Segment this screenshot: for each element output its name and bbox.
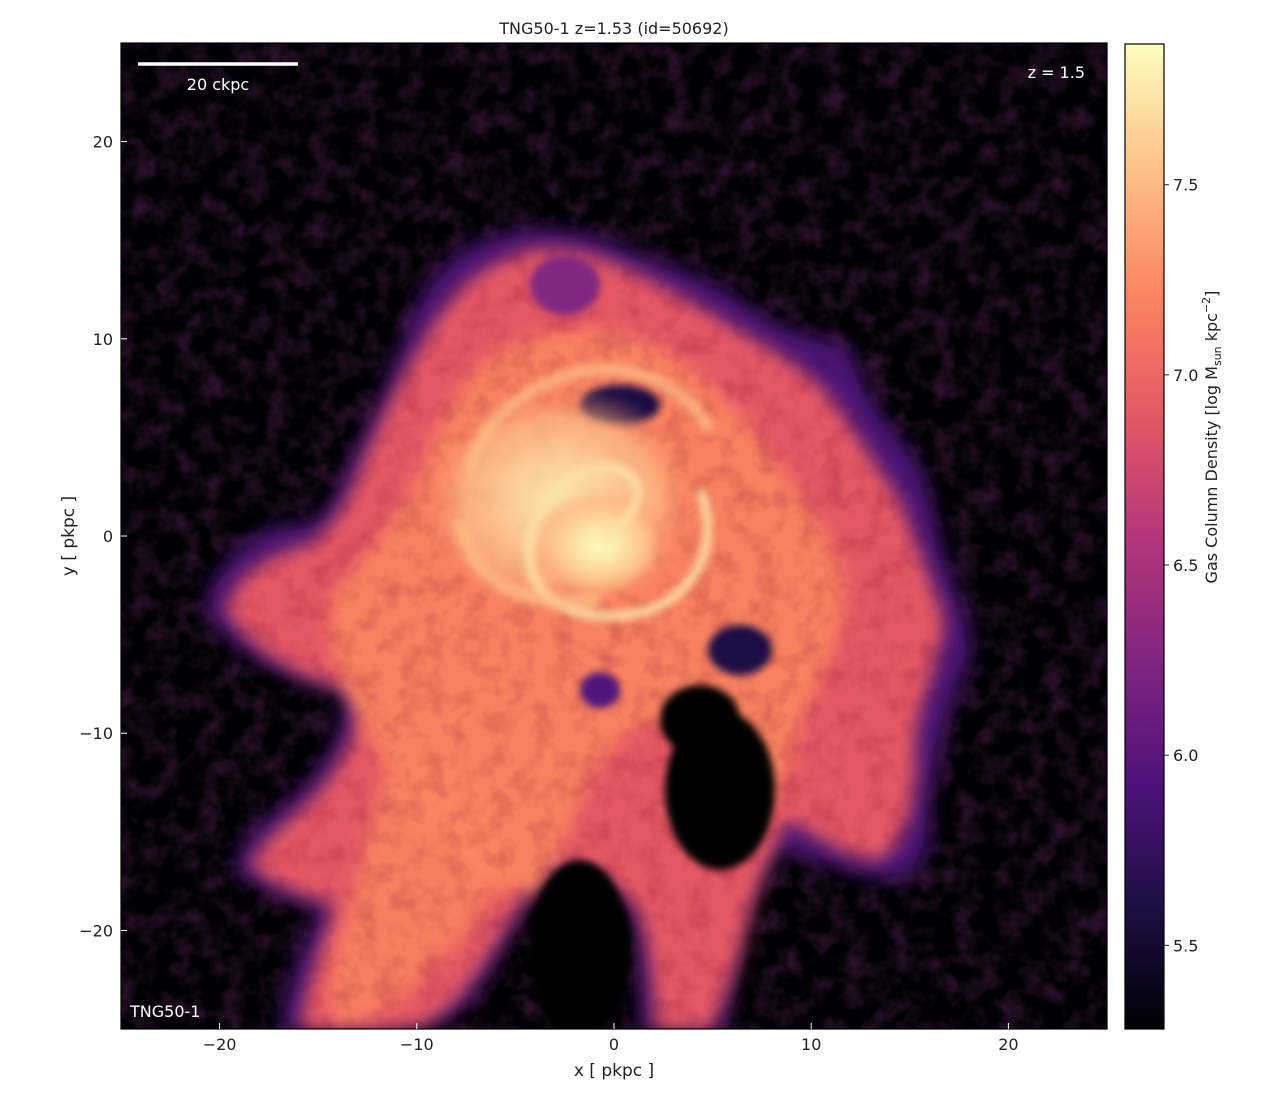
void-3 <box>708 625 772 675</box>
x-tick-label: 10 <box>801 1035 821 1054</box>
colorbar-tick-label: 7.5 <box>1173 176 1198 195</box>
x-tick-label: 0 <box>609 1035 619 1054</box>
colorbar-label-sup: −2 <box>1200 297 1213 313</box>
x-tick-label: 20 <box>998 1035 1018 1054</box>
colorbar-gradient <box>1124 43 1165 1030</box>
colorbar: 5.5 6.0 6.5 7.0 7.5 Gas Column Density [log … <box>1124 43 1224 1030</box>
x-axis-label: x [ pkpc ] <box>574 1061 654 1081</box>
colorbar-tick-label: 6.0 <box>1173 746 1198 765</box>
colorbar-tick-label: 5.5 <box>1173 936 1198 955</box>
colorbar-label-end: ] <box>1202 291 1221 297</box>
spiral-arm-1 <box>523 463 713 622</box>
void-2 <box>660 685 740 755</box>
colorbar-label-sub: sun <box>1211 346 1224 366</box>
x-tick-label: −10 <box>400 1035 434 1054</box>
y-tick-label: 10 <box>93 330 113 349</box>
void-6 <box>580 672 620 708</box>
y-axis: 20 10 0 −10 −20 <box>79 133 127 940</box>
y-tick-label: 20 <box>93 133 113 152</box>
colorbar-label-main: Gas Column Density [log M <box>1202 366 1221 583</box>
x-axis: −20 −10 0 10 20 <box>203 1023 1019 1054</box>
colorbar-tick-label: 6.5 <box>1173 556 1198 575</box>
gas-density-map <box>121 43 1107 1029</box>
redshift-label: z = 1.5 <box>1028 63 1085 82</box>
x-tick-label: −20 <box>203 1035 237 1054</box>
galaxy-core <box>530 490 670 600</box>
chart-title: TNG50-1 z=1.53 (id=50692) <box>498 19 728 38</box>
y-axis-label: y [ pkpc ] <box>59 496 79 576</box>
simulation-label: TNG50-1 <box>129 1002 200 1021</box>
y-tick-label: −20 <box>79 921 113 940</box>
colorbar-label-mid: kpc <box>1202 313 1221 346</box>
plot-area: 20 ckpc z = 1.5 TNG50-1 <box>120 42 1108 1030</box>
void-7 <box>530 255 600 315</box>
colorbar-label: Gas Column Density [log Msun kpc−2] <box>1200 291 1224 584</box>
spiral-arm-3 <box>453 518 601 609</box>
void-5 <box>530 860 630 1029</box>
y-tick-label: −10 <box>79 724 113 743</box>
colorbar-tick-label: 7.0 <box>1173 366 1198 385</box>
scalebar-label: 20 ckpc <box>187 75 249 94</box>
y-tick-label: 0 <box>103 527 113 546</box>
colorbar-ticks: 5.5 6.0 6.5 7.0 7.5 <box>1164 176 1198 955</box>
spiral-arm-2 <box>464 363 716 472</box>
